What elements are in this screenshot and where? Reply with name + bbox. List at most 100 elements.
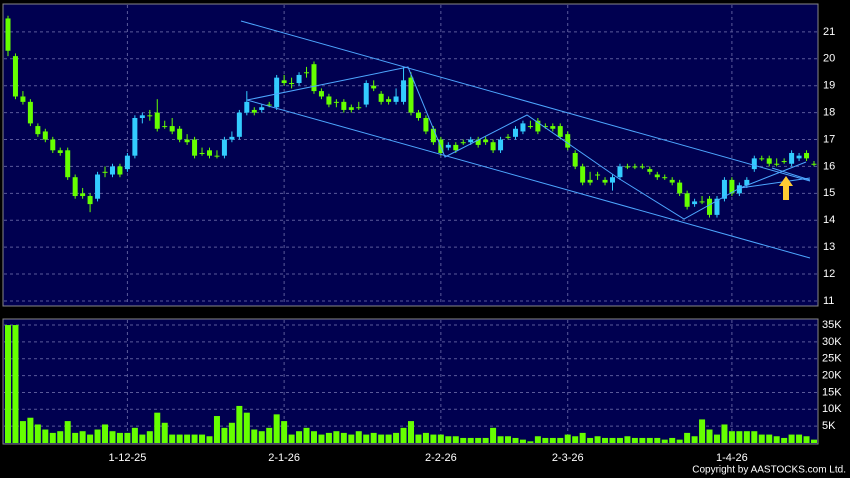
candle-body	[550, 126, 556, 129]
volume-bar	[594, 436, 601, 443]
volume-bar	[519, 439, 526, 443]
volume-bar	[243, 412, 250, 443]
volume-bar	[273, 414, 280, 443]
candle-body	[57, 150, 63, 153]
volume-bar	[713, 434, 720, 443]
volume-bar	[169, 434, 176, 443]
candle-body	[378, 93, 384, 102]
volume-bar	[139, 434, 146, 443]
volume-bar	[400, 427, 407, 443]
candle-body	[498, 139, 504, 151]
volume-bar	[102, 424, 109, 443]
volume-bar	[206, 436, 213, 443]
volume-bar	[303, 427, 310, 443]
volume-bar	[452, 436, 459, 443]
volume-bar	[199, 434, 206, 443]
volume-bar	[221, 427, 228, 443]
volume-bar	[505, 436, 512, 443]
volume-bar	[340, 432, 347, 443]
candle-body	[602, 179, 608, 183]
volume-bar	[564, 434, 571, 443]
volume-bar	[482, 437, 489, 443]
candle-body	[669, 179, 675, 183]
volume-bar	[721, 424, 728, 443]
candle-body	[72, 177, 78, 197]
volume-bar	[631, 437, 638, 443]
candle-body	[796, 155, 802, 159]
candle-body	[318, 91, 324, 97]
candle-body	[12, 56, 18, 97]
candle-body	[520, 123, 526, 132]
candle-body	[199, 152, 205, 154]
volume-bar	[258, 431, 265, 443]
volume-bar	[758, 434, 765, 443]
candle-body	[654, 174, 660, 178]
volume-bar	[116, 432, 123, 443]
candle-body	[147, 115, 153, 117]
candle-body	[736, 185, 742, 194]
trend-lines	[240, 20, 811, 259]
volume-bar	[639, 437, 646, 443]
volume-bar	[64, 421, 71, 443]
volume-bar	[281, 421, 288, 443]
volume-bar	[87, 434, 94, 443]
candle-body	[274, 77, 280, 108]
volume-bar	[296, 431, 303, 443]
candle-body	[729, 179, 735, 194]
x-tick-label: 2-1-26	[268, 452, 300, 464]
volume-bar	[184, 434, 191, 443]
volume-bar	[72, 432, 79, 443]
volume-bar	[669, 437, 676, 443]
volume-bar	[19, 421, 26, 443]
volume-bar	[124, 432, 131, 443]
y-tick-label: 11	[823, 295, 834, 307]
candle-body	[677, 182, 683, 194]
candle-body	[430, 128, 436, 143]
y-tick-label: 15	[823, 187, 835, 199]
volume-bar	[355, 431, 362, 443]
volume-bar	[534, 436, 541, 443]
volume-bar	[796, 434, 803, 443]
volume-bar	[27, 417, 34, 443]
candle-body	[751, 158, 757, 170]
candle-body	[707, 198, 713, 215]
volume-bar	[363, 434, 370, 443]
volume-bar	[191, 434, 198, 443]
candle-body	[580, 166, 586, 183]
volume-bar	[572, 436, 579, 443]
candle-body	[512, 128, 518, 137]
candle-body	[192, 139, 198, 156]
candle-body	[102, 171, 108, 173]
volume-bar	[146, 431, 153, 443]
candle-body	[445, 144, 451, 148]
candle-body	[408, 77, 414, 113]
volume-bar	[49, 432, 56, 443]
candle-body	[460, 142, 466, 144]
candle-body	[692, 201, 698, 205]
candle-body	[557, 126, 563, 137]
channel-lower	[246, 99, 811, 259]
candle-body	[699, 201, 705, 203]
y-tick-label: 13	[823, 241, 835, 253]
y-tick-label: 20	[823, 53, 835, 65]
candle-body	[132, 118, 138, 156]
candle-body	[162, 126, 168, 128]
volume-bar	[213, 416, 220, 443]
candle-body	[80, 193, 86, 197]
y-tick-label: 17	[823, 133, 835, 145]
volume-bar	[699, 419, 706, 443]
candle-body	[781, 161, 787, 163]
candle-body	[490, 142, 496, 151]
candle-body	[759, 158, 765, 160]
volume-bar	[602, 437, 609, 443]
candle-body	[177, 128, 183, 140]
short-trend	[771, 167, 811, 181]
candle-body	[617, 166, 623, 178]
candle-body	[236, 112, 242, 137]
volume-bar	[266, 427, 273, 443]
candle-body	[221, 139, 227, 156]
volume-bar	[460, 437, 467, 443]
volume-bar	[527, 441, 534, 443]
candle-body	[65, 150, 71, 178]
volume-bar	[422, 432, 429, 443]
